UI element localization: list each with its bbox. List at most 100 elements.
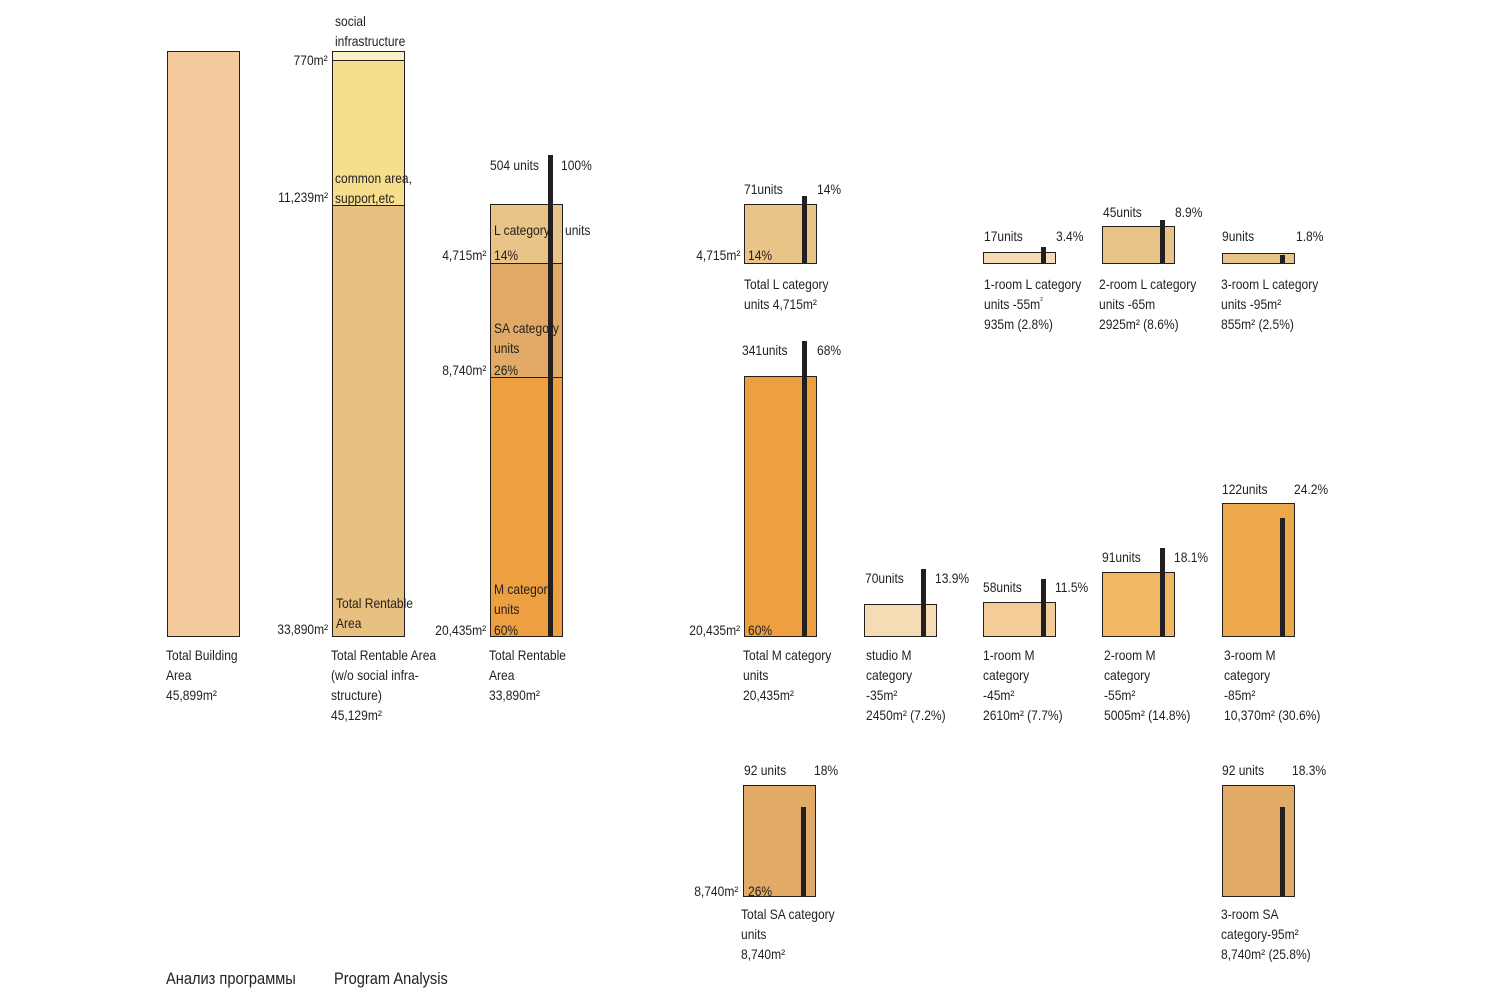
caption-line: -45m² <box>983 687 1015 703</box>
caption-line: -85m² <box>1224 687 1256 703</box>
l-room-3-pct: 1.8% <box>1296 228 1324 244</box>
caption-line: 935m (2.8%) <box>984 316 1053 332</box>
caption-line: 3-room SA <box>1221 906 1279 922</box>
total-l-units: 71units <box>744 181 783 197</box>
caption-line: 2450m² (7.2%) <box>866 707 946 723</box>
m-room-studio-pct: 13.9% <box>935 570 970 586</box>
m-room-studio-units: 70units <box>865 570 904 586</box>
caption-line: 45,899m² <box>166 687 217 703</box>
caption-line: studio M <box>866 647 912 663</box>
m-room-2-units: 91units <box>1102 549 1141 565</box>
caption-line: Total M category <box>743 647 832 663</box>
rentable-area-stack <box>332 51 405 637</box>
total-m-area: 20,435m² <box>689 622 740 638</box>
caption-line: Total L category <box>744 276 829 292</box>
label-line: common area, <box>335 170 412 186</box>
m-room-3-caption: 3-room M category -85m² 10,370m² (30.6%) <box>1224 645 1320 725</box>
m-room-1-pct: 11.5% <box>1055 579 1089 595</box>
caption-line: units -55m² <box>984 294 1081 314</box>
caption-line: 1-room L category <box>984 276 1082 292</box>
common-area-label: common area, support,etc <box>335 168 412 208</box>
l-category-units-label: units <box>565 222 591 238</box>
l-category-pct: 14% <box>494 247 519 263</box>
caption-line: category <box>866 667 913 683</box>
value-m-category: 20,435m² <box>435 622 486 638</box>
total-units-pct: 100% <box>561 157 592 173</box>
caption-line: 2-room L category <box>1099 276 1197 292</box>
total-sa-caption: Total SA category units 8,740m² <box>741 904 835 964</box>
l-room-2-pct: 8.9% <box>1175 204 1203 220</box>
l-room-2-caption: 2-room L category units -65m 2925m² (8.6… <box>1099 274 1196 334</box>
m-room-studio-units-bar <box>921 569 926 637</box>
m-room-3-pct: 24.2% <box>1294 481 1329 497</box>
total-sa-pct: 18% <box>814 762 839 778</box>
sa-room-3-units-bar <box>1280 807 1285 897</box>
superscript: ² <box>1040 295 1043 305</box>
label-line: SA category <box>494 320 559 336</box>
caption-line: 3-room M <box>1224 647 1276 663</box>
sa-category-label: SA category units <box>494 318 559 358</box>
caption-line: units -95m² <box>1221 296 1282 312</box>
caption-line: 2610m² (7.7%) <box>983 707 1063 723</box>
l-room-1-box <box>983 252 1056 264</box>
caption-line: 3-room L category <box>1221 276 1319 292</box>
value-l-category: 4,715m² <box>441 247 486 263</box>
value-sa-category: 8,740m² <box>441 362 486 378</box>
total-l-area: 4,715m² <box>695 247 740 263</box>
total-m-units: 341units <box>742 342 788 358</box>
total-sa-area: 8,740m² <box>693 883 738 899</box>
sa-room-3-pct: 18.3% <box>1292 762 1327 778</box>
caption-line: 1-room M <box>983 647 1035 663</box>
l-room-1-pct: 3.4% <box>1056 228 1084 244</box>
m-category-label: M category units <box>494 579 554 619</box>
value-social: 770m² <box>293 52 328 68</box>
footer-title-english: Program Analysis <box>334 969 448 988</box>
social-infrastructure-segment <box>333 52 404 61</box>
caption-line: 8,740m² (25.8%) <box>1221 946 1311 962</box>
m-room-studio-box <box>864 604 937 637</box>
social-infrastructure-label: social infrastructure <box>335 11 405 51</box>
caption-line: Total Rentable <box>489 647 566 663</box>
l-room-2-units-bar <box>1160 220 1165 264</box>
caption-line: category <box>1104 667 1151 683</box>
caption-line: units -65m <box>1099 296 1156 312</box>
caption-line: 5005m² (14.8%) <box>1104 707 1191 723</box>
m-room-1-units: 58units <box>983 579 1022 595</box>
l-room-1-units: 17units <box>984 228 1023 244</box>
label-line: Area <box>336 615 362 631</box>
common-area-segment <box>333 61 404 206</box>
l-room-3-units: 9units <box>1222 228 1255 244</box>
total-building-area-bar <box>167 51 240 637</box>
caption-line: 8,740m² <box>741 946 786 962</box>
sa-room-3-caption: 3-room SA category-95m² 8,740m² (25.8%) <box>1221 904 1311 964</box>
l-room-1-caption: 1-room L category units -55m² 935m (2.8%… <box>984 274 1081 334</box>
total-units-bar <box>548 155 553 637</box>
caption-line: category-95m² <box>1221 926 1299 942</box>
caption-line: category <box>1224 667 1271 683</box>
l-room-3-box <box>1222 253 1295 264</box>
caption-line: 45,129m² <box>331 707 382 723</box>
caption-line: 33,890m² <box>489 687 540 703</box>
rentable-area-caption: Total Rentable Area (w/o social infra- s… <box>331 645 436 725</box>
caption-line: units <box>741 926 767 942</box>
caption-line: units 4,715m² <box>744 296 817 312</box>
total-m-units-bar <box>802 341 807 637</box>
caption-line: units <box>743 667 769 683</box>
sa-category-pct: 26% <box>494 362 519 378</box>
m-room-3-units-bar <box>1280 518 1285 637</box>
caption-line: structure) <box>331 687 382 703</box>
value-common: 11,239m² <box>278 189 328 205</box>
caption-line: Total Rentable Area <box>331 647 437 663</box>
m-room-3-units: 122units <box>1222 481 1268 497</box>
l-room-3-caption: 3-room L category units -95m² 855m² (2.5… <box>1221 274 1318 334</box>
caption-line: -35m² <box>866 687 898 703</box>
total-building-area-caption: Total Building Area 45,899m² <box>166 645 238 705</box>
total-m-caption: Total M category units 20,435m² <box>743 645 831 705</box>
caption-line: 2925m² (8.6%) <box>1099 316 1179 332</box>
rentable-inner-label: Total Rentable Area <box>336 593 413 633</box>
caption-line: 20,435m² <box>743 687 794 703</box>
label-line: support,etc <box>335 190 395 206</box>
l-room-1-units-bar <box>1041 247 1046 264</box>
label-line: M category <box>494 581 554 597</box>
